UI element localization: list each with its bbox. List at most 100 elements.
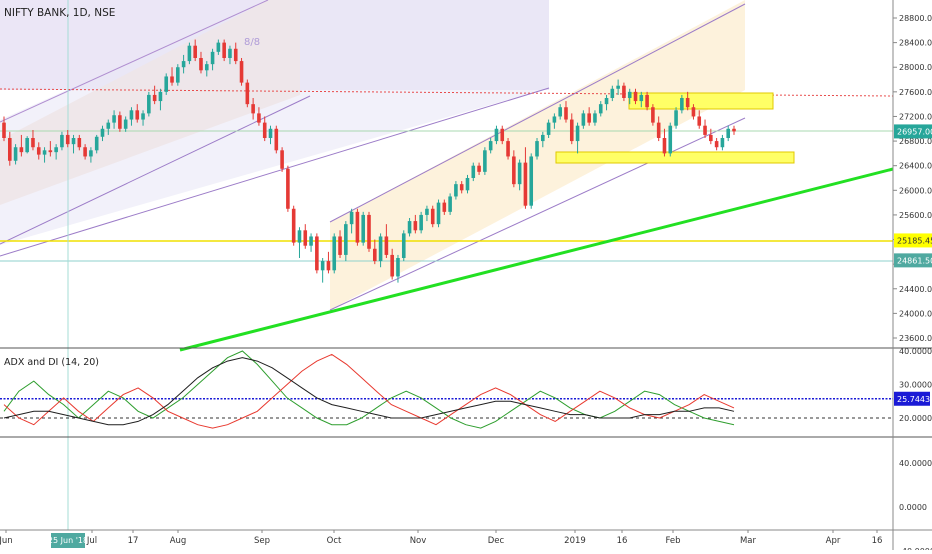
candle-body[interactable] [332,236,337,271]
candle-body[interactable] [639,94,644,102]
candle-body[interactable] [378,236,383,262]
candle-body[interactable] [662,138,667,154]
candle-body[interactable] [645,94,649,108]
candle-body[interactable] [181,61,186,68]
candle-body[interactable] [257,113,261,123]
candle-body[interactable] [274,128,279,151]
candle-body[interactable] [587,113,591,123]
candle-body[interactable] [100,128,105,137]
series-adx-line[interactable] [3,357,735,426]
candle-body[interactable] [54,147,58,153]
candle-body[interactable] [245,82,250,105]
candle-body[interactable] [726,128,731,138]
candle-body[interactable] [709,134,713,142]
candle-body[interactable] [315,236,319,271]
candle-body[interactable] [703,125,707,135]
candle-body[interactable] [697,116,702,126]
candle-body[interactable] [355,211,360,243]
candle-body[interactable] [564,107,568,120]
candle-body[interactable] [297,230,302,243]
candle-body[interactable] [569,119,574,142]
candle-body[interactable] [280,150,284,169]
candle-body[interactable] [36,147,41,155]
candle-body[interactable] [575,125,580,142]
candle-body[interactable] [141,113,145,120]
candle-body[interactable] [500,128,505,142]
candle-body[interactable] [320,261,325,271]
candle-body[interactable] [123,119,128,129]
candle-body[interactable] [239,61,244,83]
candle-body[interactable] [656,122,661,138]
candle-body[interactable] [622,85,626,98]
candle-body[interactable] [344,224,348,255]
candle-body[interactable] [627,91,632,98]
candle-body[interactable] [60,134,64,148]
series-di-line[interactable] [3,350,735,429]
candle-body[interactable] [187,45,192,62]
candle-body[interactable] [413,221,418,231]
candle-body[interactable] [251,104,255,114]
candle-body[interactable] [459,184,464,191]
candle-body[interactable] [170,76,174,83]
candle-body[interactable] [361,214,366,243]
candle-body[interactable] [106,122,111,129]
candle-body[interactable] [48,150,53,153]
candle-body[interactable] [13,147,18,161]
candle-body[interactable] [65,134,70,145]
candle-body[interactable] [286,168,290,209]
candle-body[interactable] [25,138,29,153]
candle-body[interactable] [367,214,371,249]
candle-body[interactable] [193,45,197,58]
candle-body[interactable] [674,110,678,126]
candle-body[interactable] [448,196,452,212]
candle-body[interactable] [436,202,441,225]
candle-body[interactable] [129,110,134,120]
candle-body[interactable] [517,162,522,185]
resistance-zone[interactable] [628,92,774,110]
candle-body[interactable] [349,211,354,225]
candle-body[interactable] [668,125,673,154]
candle-body[interactable] [685,98,690,108]
candle-body[interactable] [204,64,209,71]
candle-body[interactable] [222,42,226,58]
candle-body[interactable] [42,150,47,155]
candle-body[interactable] [158,91,163,102]
candle-body[interactable] [714,141,719,148]
candle-body[interactable] [268,128,273,138]
candle-body[interactable] [593,113,597,123]
candle-body[interactable] [651,107,655,123]
candle-body[interactable] [384,236,389,255]
candle-body[interactable] [147,94,151,114]
candle-body[interactable] [118,115,122,129]
candle-body[interactable] [581,113,586,126]
candle-body[interactable] [506,141,510,157]
candle-body[interactable] [326,261,331,271]
candle-body[interactable] [552,116,557,123]
middle-channel-top-line[interactable] [329,3,746,223]
candle-body[interactable] [483,150,487,172]
candle-body[interactable] [680,98,684,111]
upper-channel-top-line[interactable] [0,0,269,123]
indicator-axis[interactable]: 20.0000 30.0000 40.0000 25.7443 [894,347,932,423]
candle-body[interactable] [216,42,221,52]
candle-body[interactable] [535,141,539,157]
candle-body[interactable] [616,85,620,89]
candle-body[interactable] [291,208,296,243]
candle-body[interactable] [228,48,232,58]
candle-body[interactable] [691,107,696,117]
purple-channel-line[interactable] [0,87,550,257]
candle-body[interactable] [372,248,377,262]
candle-body[interactable] [430,208,435,225]
candle-body[interactable] [7,138,12,161]
candle-body[interactable] [135,110,140,120]
candle-body[interactable] [338,236,342,255]
candle-body[interactable] [732,128,736,132]
candle-body[interactable] [401,233,406,258]
candle-body[interactable] [604,98,609,105]
candle-body[interactable] [407,221,412,234]
candle-body[interactable] [89,150,93,157]
candle-body[interactable] [19,147,24,153]
time-axis[interactable]: Jun Jul 17 Aug Sep Oct Nov Dec 2019 16 Feb Mar Apr 16… [0,530,882,548]
candle-body[interactable] [71,138,76,145]
